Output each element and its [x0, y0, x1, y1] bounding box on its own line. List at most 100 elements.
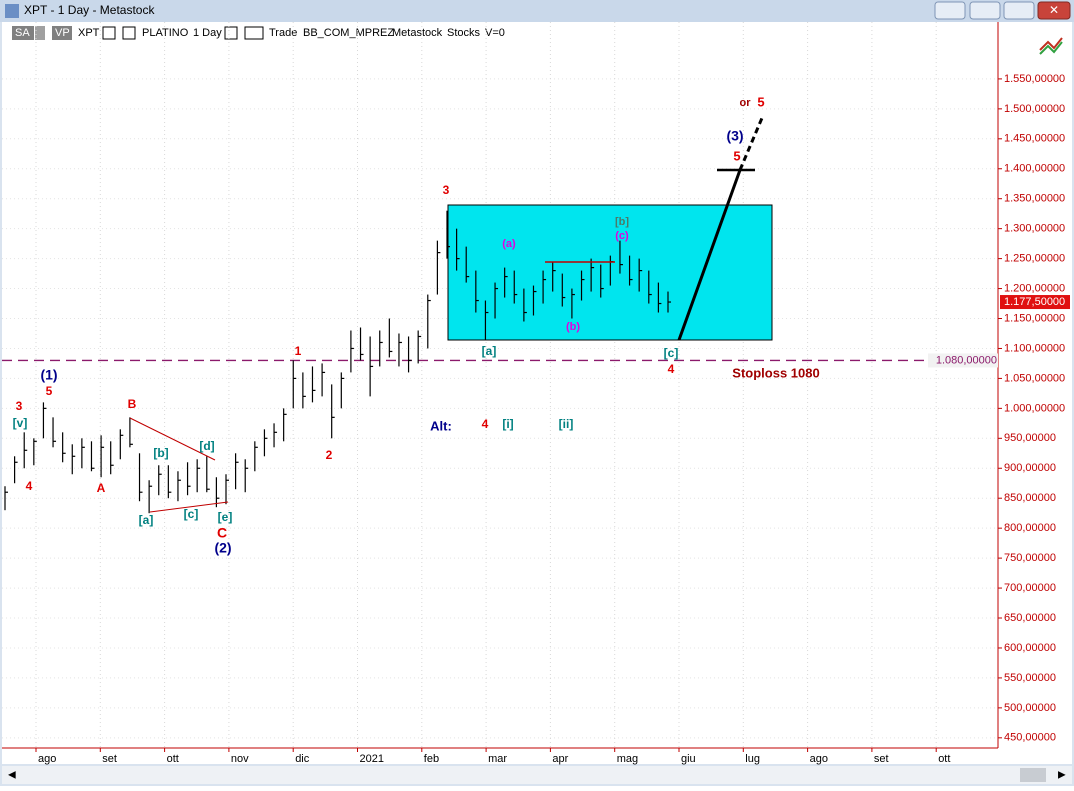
wave-label: [c] — [664, 346, 679, 360]
or-label: or — [740, 97, 752, 109]
toolbar-item: Stocks — [447, 27, 481, 39]
chart-panel — [2, 22, 1072, 764]
wave-label: 5 — [757, 94, 764, 109]
x-tick-label: ott — [167, 753, 179, 765]
y-tick-label: 1.450,00000 — [1004, 133, 1065, 145]
wave-label: (b) — [566, 321, 580, 333]
wave-label: B — [128, 397, 137, 411]
toolbar-item: Trade — [269, 27, 297, 39]
wave-label: [a] — [482, 344, 497, 358]
y-tick-label: 900,00000 — [1004, 462, 1056, 474]
toolbar-item: XPT — [78, 27, 100, 39]
wave-label: 4 — [26, 479, 33, 493]
toolbar-item: V=0 — [485, 27, 505, 39]
y-tick-label: 1.100,00000 — [1004, 342, 1065, 354]
stoploss-label: Stoploss 1080 — [732, 365, 819, 380]
window-title: XPT - 1 Day - Metastock — [24, 3, 155, 17]
wave-label: 5 — [46, 384, 53, 398]
trend-line — [129, 417, 216, 461]
last-price-tag — [1000, 295, 1070, 310]
y-tick-label: 550,00000 — [1004, 672, 1056, 684]
price-axis: 450,00000 500,00000 550,00000 600,00000 650,… — [2, 22, 1070, 765]
wave-label: [i] — [502, 417, 513, 431]
sa-button[interactable] — [12, 26, 34, 40]
scroll-right[interactable]: ▶ — [1058, 770, 1066, 781]
wave-label: C — [217, 525, 227, 541]
y-tick-label: 650,00000 — [1004, 612, 1056, 624]
x-tick-label: dic — [295, 753, 310, 765]
wave-label: 2 — [326, 448, 333, 462]
period-dropdown[interactable] — [224, 26, 238, 40]
toolbar-item: PLATINO — [142, 27, 189, 39]
wave-label: 3 — [16, 399, 23, 413]
y-tick-label: 1.250,00000 — [1004, 253, 1065, 265]
trend-line — [149, 501, 229, 513]
y-tick-label: 450,00000 — [1004, 732, 1056, 744]
x-tick-label: mag — [617, 753, 638, 765]
y-tick-label: 1.150,00000 — [1004, 312, 1065, 324]
y-tick-label: 500,00000 — [1004, 702, 1056, 714]
x-tick-label: feb — [424, 753, 439, 765]
toolbar-item: Metastock — [392, 27, 443, 39]
symbol-dropdown[interactable] — [102, 26, 116, 40]
x-tick-label: ott — [938, 753, 950, 765]
y-tick-label: 1.350,00000 — [1004, 193, 1065, 205]
close-icon: ✕ — [1049, 3, 1059, 17]
y-tick-label: 1.000,00000 — [1004, 402, 1065, 414]
wave-label: 5 — [733, 148, 740, 163]
y-tick-label: 800,00000 — [1004, 522, 1056, 534]
r-dropdown[interactable] — [244, 26, 264, 40]
wave-label: [a] — [139, 513, 154, 527]
y-tick-label: 750,00000 — [1004, 552, 1056, 564]
wave-label: [c] — [184, 507, 199, 521]
y-tick-label: 1.200,00000 — [1004, 282, 1065, 294]
toolbar-item: SA — [15, 27, 30, 39]
minimize-button[interactable] — [969, 1, 1001, 20]
y-tick-label: 950,00000 — [1004, 432, 1056, 444]
toolbar-item: 1 Day — [193, 27, 222, 39]
wave-label: [e] — [218, 510, 233, 524]
icon-line — [1039, 41, 1063, 55]
wave-label: (a) — [502, 238, 516, 250]
icon-line — [1039, 37, 1063, 51]
x-tick-label: giu — [681, 753, 696, 765]
vp-button[interactable] — [52, 26, 72, 40]
toolbar-item: VP — [55, 27, 70, 39]
wave-label: 4 — [482, 417, 489, 431]
stoploss-tag-label: 1.080,00000 — [936, 354, 997, 366]
wave-label: [ii] — [559, 417, 574, 431]
app-icon — [5, 4, 19, 18]
scrollbar[interactable] — [2, 766, 1072, 784]
annotations: 3 [v] (1) 5 4 A B [b] [d] [a] [c] [e] C … — [13, 94, 820, 555]
sa-dropdown[interactable] — [35, 26, 45, 40]
wave-label: 3 — [443, 183, 450, 197]
maximize-button[interactable] — [1003, 1, 1035, 20]
y-tick-label: 1.550,00000 — [1004, 73, 1065, 85]
close-button[interactable] — [1037, 1, 1071, 20]
restore-button[interactable] — [934, 1, 966, 20]
x-tick-label: apr — [552, 753, 568, 765]
x-tick-label: mar — [488, 753, 507, 765]
scroll-thumb[interactable] — [1020, 768, 1046, 782]
y-tick-label: 1.400,00000 — [1004, 163, 1065, 175]
x-tick-label: ago — [810, 753, 828, 765]
last-price-label: 1.177,50000 — [1004, 296, 1065, 308]
scroll-left[interactable]: ◀ — [8, 770, 16, 781]
x-tick-label: set — [102, 753, 117, 765]
name-dropdown[interactable] — [122, 26, 136, 40]
wave-label: A — [97, 481, 106, 495]
indicator-icon[interactable] — [1039, 37, 1063, 55]
toolbar-item: BB_COM_MPREZ — [303, 27, 394, 39]
alt-label: Alt: — [430, 418, 452, 433]
y-tick-label: 1.050,00000 — [1004, 372, 1065, 384]
wave-label: 1 — [295, 344, 302, 358]
plot — [2, 22, 998, 748]
x-tick-label: lug — [745, 753, 760, 765]
y-tick-label: 850,00000 — [1004, 492, 1056, 504]
y-tick-label: 600,00000 — [1004, 642, 1056, 654]
x-tick-label: ago — [38, 753, 56, 765]
wave-label: (3) — [726, 128, 743, 144]
wave-label: [d] — [199, 439, 214, 453]
wave-label: 4 — [668, 362, 675, 376]
